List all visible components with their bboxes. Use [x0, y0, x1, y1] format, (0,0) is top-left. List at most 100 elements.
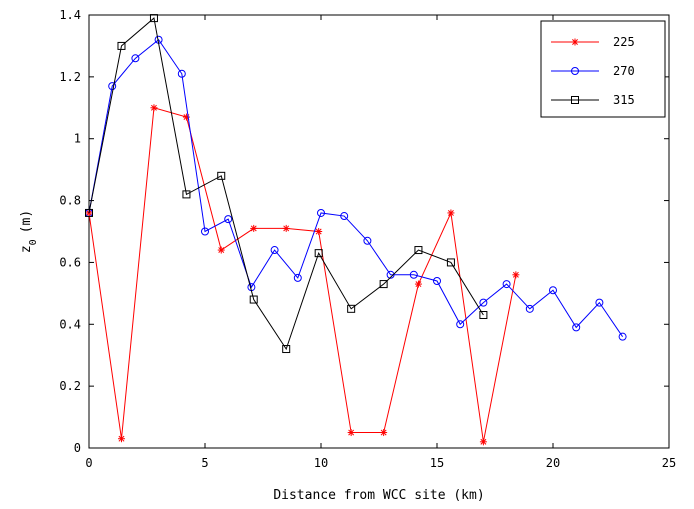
data-point-circle	[479, 298, 488, 307]
asterisk-stroke	[380, 429, 387, 436]
asterisk-stroke	[415, 281, 422, 288]
y-axis-title: z0 (m)	[19, 210, 39, 253]
data-point-square	[571, 96, 579, 104]
data-point-asterisk	[250, 224, 258, 232]
data-point-square	[446, 258, 455, 267]
legend-label: 225	[613, 35, 635, 49]
data-point-circle	[224, 215, 233, 224]
data-point-asterisk	[571, 38, 579, 46]
data-point-asterisk	[479, 438, 487, 446]
asterisk-stroke	[480, 438, 487, 445]
plot-frame	[88, 14, 670, 449]
data-point-asterisk	[282, 224, 290, 232]
legend-label: 270	[613, 64, 635, 78]
x-tick-label: 0	[85, 456, 92, 470]
data-point-circle	[108, 82, 117, 91]
data-point-circle	[571, 67, 579, 75]
data-point-asterisk	[217, 246, 225, 254]
asterisk-stroke	[447, 209, 454, 216]
legend-box	[540, 20, 666, 118]
legend-label: 315	[613, 93, 635, 107]
data-point-asterisk	[512, 271, 520, 279]
data-point-circle	[270, 246, 279, 255]
data-point-circle	[386, 270, 395, 279]
data-point-circle	[409, 270, 418, 279]
series-line	[88, 107, 517, 442]
asterisk-stroke	[348, 429, 355, 436]
x-tick-label: 10	[314, 456, 328, 470]
data-point-circle	[456, 320, 465, 329]
y-tick-label: 1.4	[59, 8, 81, 22]
data-point-asterisk	[347, 429, 355, 437]
y-tick-label: 0.8	[59, 194, 81, 208]
series-225	[85, 104, 520, 446]
y-axis-title-subscript: 0	[28, 239, 39, 245]
data-point-circle	[572, 323, 581, 332]
data-point-square	[314, 249, 323, 258]
x-tick-label: 20	[546, 456, 560, 470]
data-point-asterisk	[117, 435, 125, 443]
y-tick-label: 1	[74, 132, 81, 146]
data-point-asterisk	[447, 209, 455, 217]
y-tick-label: 0	[74, 441, 81, 455]
data-point-square	[347, 304, 356, 313]
x-tick-label: 25	[662, 456, 676, 470]
data-point-circle	[131, 54, 140, 63]
x-axis-title: Distance from WCC site (km)	[273, 488, 484, 503]
asterisk-stroke	[218, 247, 225, 254]
data-point-square	[85, 208, 93, 217]
asterisk-stroke	[315, 228, 322, 235]
y-axis-title-main: z	[19, 245, 34, 253]
data-point-circle	[177, 69, 186, 78]
data-point-circle	[618, 332, 627, 341]
data-point-circle	[317, 208, 325, 217]
legend: 225 270 315	[540, 20, 666, 118]
data-point-circle	[363, 236, 372, 245]
asterisk-stroke	[283, 225, 290, 232]
data-point-asterisk	[380, 429, 388, 437]
data-point-square	[414, 246, 423, 255]
data-point-circle	[525, 304, 534, 313]
data-point-circle	[549, 286, 557, 295]
x-tick-label: 5	[201, 456, 208, 470]
data-point-square	[249, 295, 258, 304]
asterisk-stroke	[118, 435, 125, 442]
data-point-circle	[502, 280, 511, 289]
data-point-square	[282, 345, 291, 354]
y-tick-label: 0.2	[59, 379, 81, 393]
data-point-square	[379, 280, 388, 289]
series-line	[88, 39, 624, 337]
x-tick-label: 15	[430, 456, 444, 470]
data-point-square	[182, 190, 191, 199]
data-point-circle	[340, 212, 349, 221]
tick-group: 0 5 10 15 20 25 0 0.2 0.4 0.6 0.8 1 1.2 1.4	[59, 8, 676, 470]
data-point-circle	[201, 227, 209, 236]
data-point-circle	[595, 298, 604, 307]
asterisk-stroke	[572, 39, 578, 45]
asterisk-stroke	[250, 225, 257, 232]
data-point-asterisk	[414, 280, 422, 288]
data-point-square	[117, 41, 126, 50]
data-point-square	[149, 14, 158, 23]
asterisk-stroke	[512, 271, 519, 278]
data-point-asterisk	[315, 228, 323, 235]
y-tick-label: 1.2	[59, 70, 81, 84]
data-point-circle	[433, 276, 441, 285]
legend-item: 315	[551, 93, 635, 107]
legend-item: 270	[551, 64, 635, 78]
legend-item: 225	[551, 35, 635, 49]
data-point-square	[217, 171, 226, 180]
data-point-square	[479, 311, 488, 320]
plot-area	[88, 14, 670, 449]
asterisk-stroke	[151, 104, 157, 111]
series-line	[88, 17, 484, 351]
series-270	[85, 35, 627, 341]
series-315	[85, 14, 488, 354]
y-tick-label: 0.6	[59, 255, 81, 269]
data-point-circle	[293, 273, 302, 282]
series-layer	[85, 14, 627, 446]
data-point-asterisk	[150, 104, 158, 112]
y-tick-label: 0.4	[59, 317, 81, 331]
